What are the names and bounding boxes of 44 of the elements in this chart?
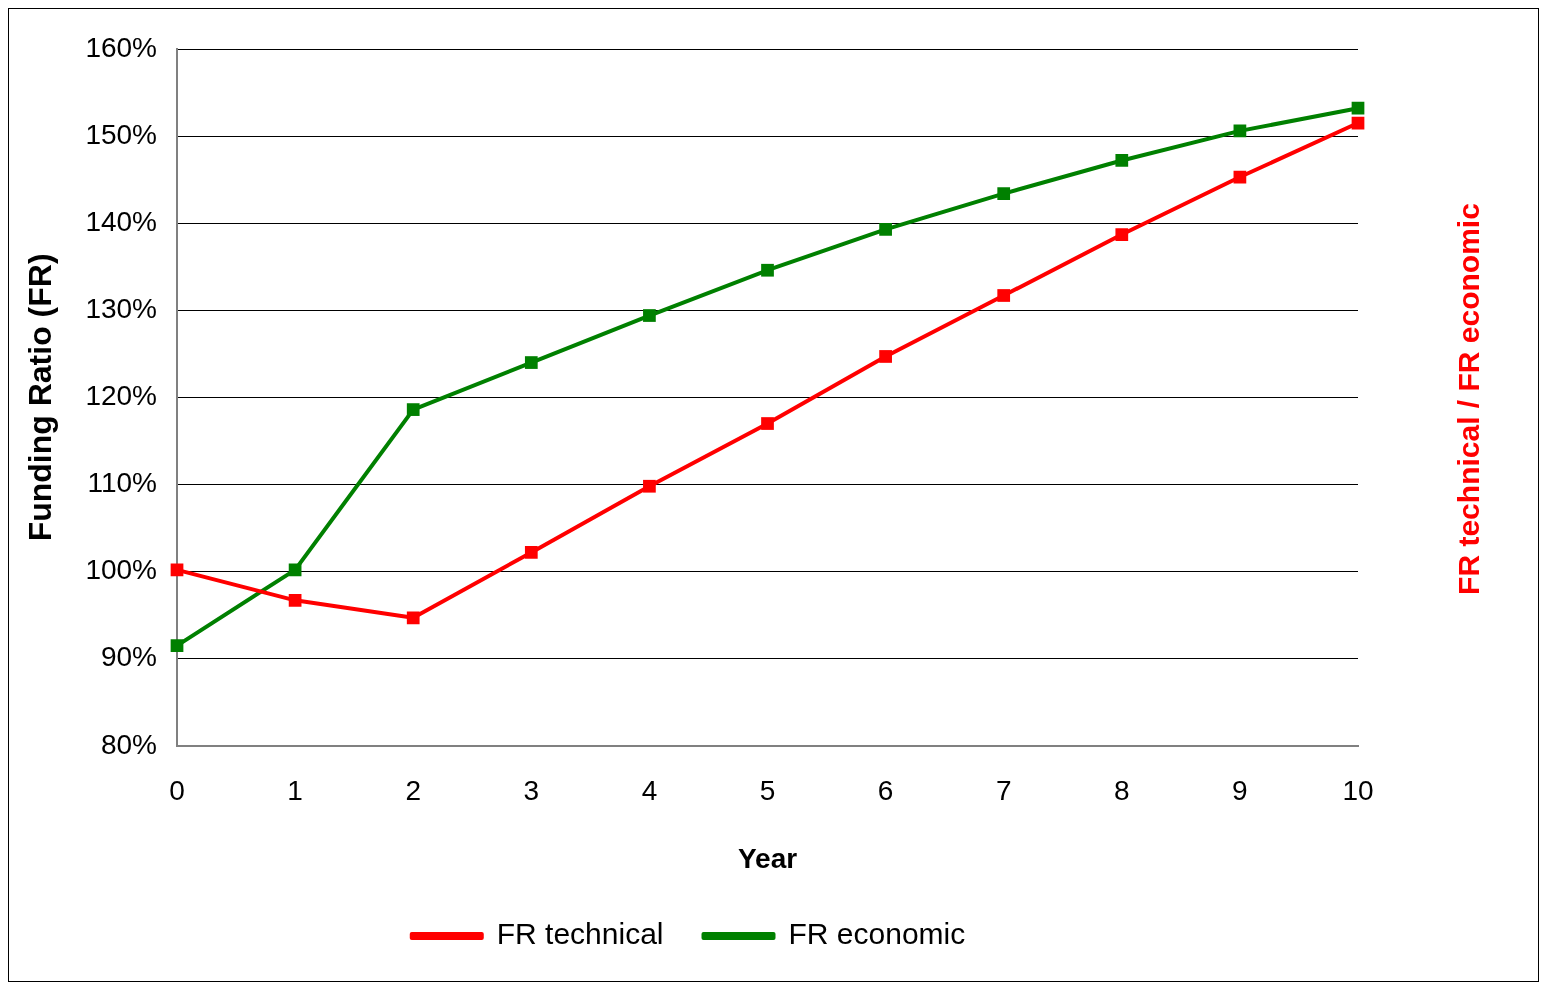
y-tick-label: 110% <box>87 467 158 499</box>
x-tick-label: 0 <box>169 775 185 807</box>
point <box>1115 228 1129 241</box>
y-tick-label: 80% <box>100 728 158 760</box>
point <box>1351 101 1365 115</box>
point <box>1115 154 1129 167</box>
point <box>170 563 184 577</box>
point <box>643 479 656 493</box>
y-tick-label: 140% <box>85 205 158 237</box>
x-axis-title: Year <box>737 842 798 874</box>
point <box>997 187 1011 200</box>
y2-axis-title: FR technical / FR economic <box>1452 203 1486 595</box>
x-tick-label: 4 <box>641 775 658 807</box>
x-tick-label: 7 <box>995 775 1012 807</box>
point <box>288 593 302 607</box>
point <box>406 611 420 625</box>
point <box>643 309 656 322</box>
point <box>879 350 892 363</box>
legend-label: FR technical <box>496 917 664 951</box>
y-tick-label: 160% <box>85 31 158 63</box>
y-tick-label: 130% <box>85 293 158 325</box>
point <box>524 546 538 559</box>
point <box>761 417 774 430</box>
y-tick-label: 100% <box>85 554 158 586</box>
y-tick-label: 150% <box>85 118 158 150</box>
x-tick-label: 8 <box>1114 775 1130 807</box>
y-tick-label: 120% <box>85 380 158 412</box>
x-tick-label: 10 <box>1342 775 1374 807</box>
x-tick-label: 3 <box>523 775 540 807</box>
y-axis-title: Funding Ratio (FR) <box>22 253 59 542</box>
x-tick-label: 9 <box>1232 775 1248 807</box>
point <box>406 403 420 416</box>
point <box>524 356 538 369</box>
point <box>997 289 1011 302</box>
point <box>879 222 892 236</box>
x-tick-label: 1 <box>287 775 303 807</box>
x-tick-label: 5 <box>759 775 776 807</box>
y-tick-label: 90% <box>100 641 158 673</box>
point <box>170 639 184 652</box>
point <box>288 563 302 577</box>
legend-label: FR economic <box>788 917 966 951</box>
x-tick-label: 6 <box>877 775 894 807</box>
point <box>761 263 774 277</box>
x-tick-label: 2 <box>405 775 421 807</box>
